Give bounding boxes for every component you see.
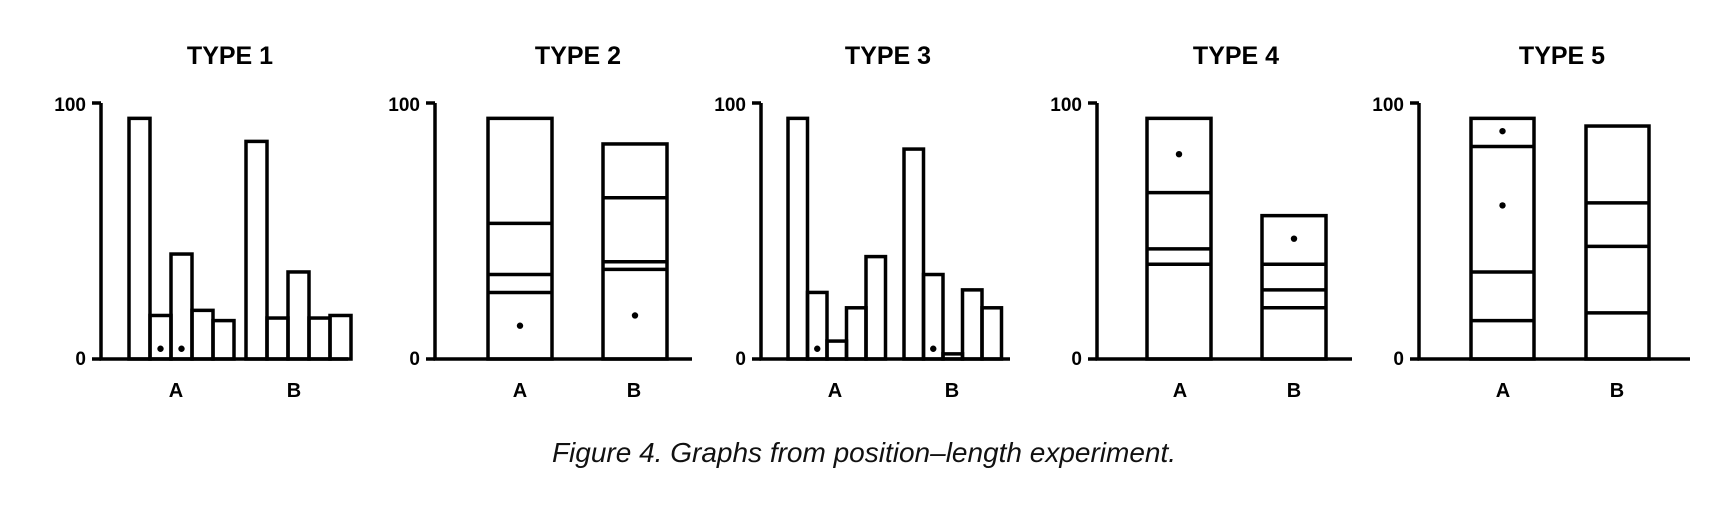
- bar-a-5: [864, 254, 888, 361]
- bar-a-1: [127, 116, 152, 361]
- marker-dot: [178, 345, 185, 352]
- category-label-b: B: [1287, 380, 1301, 402]
- category-label-b: B: [1610, 380, 1624, 402]
- stacked-bar-b: [1260, 213, 1328, 361]
- marker-dot: [1499, 202, 1506, 209]
- y-tick-label-100: 100: [1372, 95, 1404, 116]
- marker-dot: [157, 345, 164, 352]
- panel-title: TYPE 2: [535, 42, 621, 70]
- marker-dot: [1175, 151, 1183, 158]
- panel-title: TYPE 4: [1193, 42, 1279, 70]
- bar-a-3: [169, 252, 194, 361]
- panel-type-3: TYPE 3 100 0 A B: [714, 42, 1010, 402]
- y-tick-label-0: 0: [1071, 349, 1082, 370]
- panel-type-4: TYPE 4 100 0 A B: [1050, 42, 1352, 402]
- bar-a-3: [825, 339, 849, 361]
- bar-a-2: [805, 290, 829, 361]
- figure-caption: Figure 4. Graphs from position–length ex…: [551, 437, 1177, 468]
- stacked-bar-a: [1469, 116, 1536, 361]
- y-tick-label-100: 100: [388, 95, 420, 116]
- category-label-a: A: [1496, 380, 1510, 402]
- panel-type-5: TYPE 5 100 0 A B: [1372, 42, 1690, 402]
- stacked-bar-b: [1584, 124, 1651, 361]
- category-label-a: A: [513, 380, 527, 402]
- bar-b-5: [980, 306, 1004, 361]
- panel-type-2: TYPE 2 100 0 A B: [388, 42, 692, 402]
- bar-b-1: [244, 139, 269, 361]
- category-label-a: A: [169, 380, 183, 402]
- bar-b-1: [902, 147, 926, 361]
- category-label-a: A: [1173, 380, 1187, 402]
- y-tick-label-100: 100: [1050, 95, 1082, 116]
- bar-b-5: [328, 313, 353, 361]
- y-tick-label-0: 0: [1393, 349, 1404, 370]
- panel-title: TYPE 3: [845, 42, 931, 70]
- stacked-bar-a: [486, 116, 554, 361]
- panel-title: TYPE 1: [187, 42, 273, 70]
- bar-a-4: [190, 308, 215, 361]
- category-label-b: B: [945, 380, 959, 402]
- panel-type-1: TYPE 1 100 0 A B: [54, 42, 353, 402]
- bar-b-2: [921, 272, 945, 361]
- bar-b-4: [960, 288, 984, 361]
- category-label-a: A: [828, 380, 842, 402]
- bar-a-2: [148, 313, 173, 361]
- marker-dot: [631, 312, 639, 319]
- category-label-b: B: [287, 380, 301, 402]
- marker-dot: [930, 345, 937, 352]
- bar-b-3: [286, 270, 311, 361]
- bar-a-5: [211, 318, 236, 361]
- marker-dot: [1290, 235, 1298, 242]
- y-tick-label-0: 0: [75, 349, 86, 370]
- bar-b-4: [307, 316, 332, 361]
- y-tick-label-100: 100: [714, 95, 746, 116]
- stacked-bar-b: [601, 142, 669, 361]
- bar-a-4: [844, 306, 868, 361]
- y-tick-label-100: 100: [54, 95, 86, 116]
- marker-dot: [1499, 127, 1506, 135]
- bar-b-3: [941, 352, 965, 361]
- y-tick-label-0: 0: [409, 349, 420, 370]
- bar-b-2: [265, 316, 290, 361]
- panel-title: TYPE 5: [1519, 42, 1605, 70]
- stacked-bar-a: [1145, 116, 1213, 361]
- marker-dot: [516, 322, 524, 329]
- category-label-b: B: [627, 380, 641, 402]
- marker-dot: [814, 345, 821, 352]
- y-tick-label-0: 0: [735, 349, 746, 370]
- bar-a-1: [786, 116, 810, 361]
